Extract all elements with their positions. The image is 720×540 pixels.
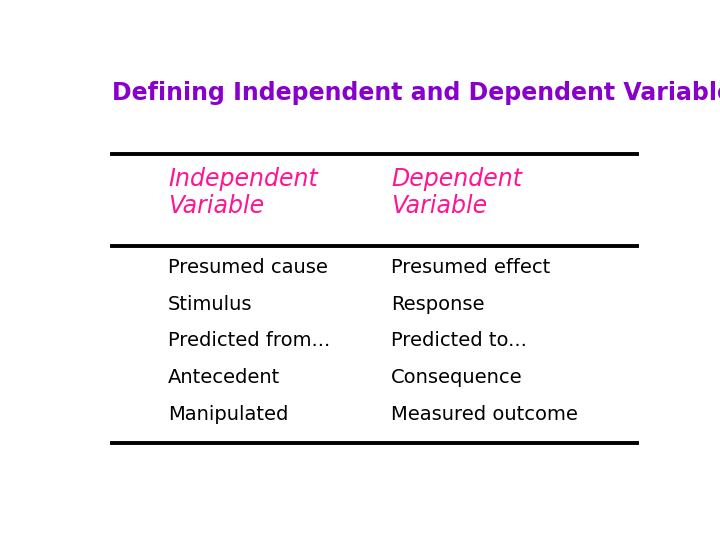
Text: Manipulated: Manipulated xyxy=(168,404,289,423)
Text: Independent
Variable: Independent Variable xyxy=(168,167,318,219)
Text: Consequence: Consequence xyxy=(392,368,523,387)
Text: Response: Response xyxy=(392,295,485,314)
Text: Presumed effect: Presumed effect xyxy=(392,258,551,277)
Text: Stimulus: Stimulus xyxy=(168,295,253,314)
Text: Defining Independent and Dependent Variables: Defining Independent and Dependent Varia… xyxy=(112,82,720,105)
Text: Predicted to...: Predicted to... xyxy=(392,332,527,350)
Text: Measured outcome: Measured outcome xyxy=(392,404,578,423)
Text: Antecedent: Antecedent xyxy=(168,368,280,387)
Text: Predicted from...: Predicted from... xyxy=(168,332,330,350)
Text: Dependent
Variable: Dependent Variable xyxy=(392,167,522,219)
Text: Presumed cause: Presumed cause xyxy=(168,258,328,277)
